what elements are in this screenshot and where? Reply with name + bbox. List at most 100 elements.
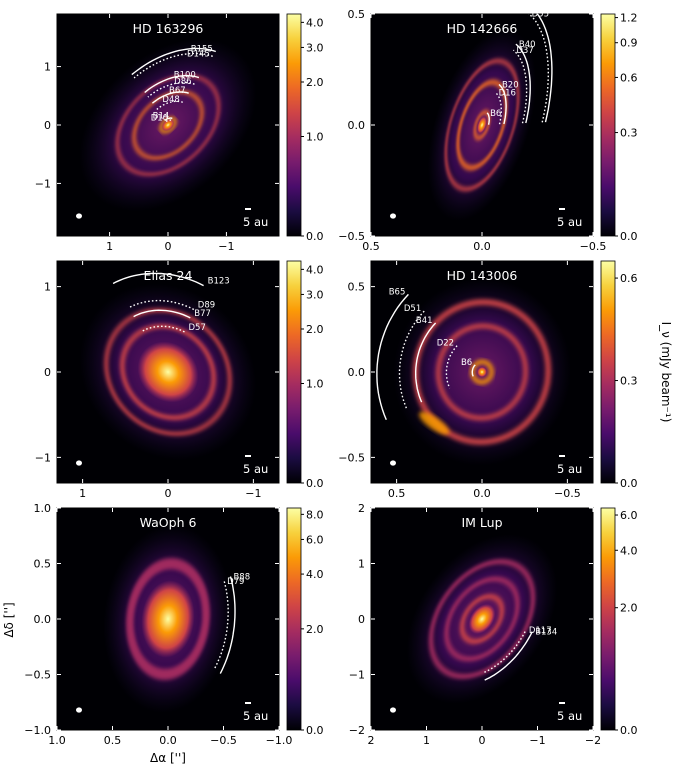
bright-crescent <box>419 411 450 435</box>
feature-arc-d51 <box>398 310 425 410</box>
dust-ring <box>456 79 508 171</box>
feature-arc-d57 <box>142 325 185 333</box>
panel-title: HD 163296 <box>133 21 204 36</box>
feature-label: B77 <box>194 309 211 319</box>
dust-ring <box>444 576 520 662</box>
feature-arc-b88 <box>219 576 236 674</box>
colorbar-label: I_ν (mJy beam⁻¹) <box>659 322 673 423</box>
y-tick-label: 0 <box>44 119 51 132</box>
x-tick-label: 1 <box>79 487 86 500</box>
colorbar-tick-label: 0.0 <box>620 724 638 737</box>
colorbar-tick-label: 0.0 <box>306 724 324 737</box>
x-tick-label: −0.5 <box>554 487 581 500</box>
dust-ring <box>428 559 536 679</box>
beam-ellipse <box>390 213 396 219</box>
panel-hd-143006: HD 143006 B65 D51 B41 D22 B6 5 au 0.5 0.0 −0.5 0.5… <box>338 260 638 500</box>
x-tick-label: 0.0 <box>473 487 491 500</box>
feature-arc-b20 <box>498 84 507 125</box>
feature-label: D48 <box>162 95 179 105</box>
x-tick-label: −1 <box>245 487 261 500</box>
beam-ellipse <box>76 707 82 713</box>
feature-label: B123 <box>208 277 230 287</box>
colorbar <box>286 507 302 731</box>
colorbar-tick-label: 6.0 <box>620 509 638 522</box>
x-tick-label: 0.0 <box>159 734 177 747</box>
y-tick-label: 0.5 <box>348 281 366 294</box>
feature-arc-d16 <box>495 92 502 125</box>
x-tick-label: −1.0 <box>266 734 293 747</box>
dust-ring <box>126 558 210 680</box>
y-tick-label: 1.0 <box>34 502 52 515</box>
colorbar-tick-label: 0.9 <box>620 37 638 50</box>
y-tick-label: −0.5 <box>338 451 365 464</box>
colorbar-tick-label: 4.0 <box>306 16 324 29</box>
feature-label: D55 <box>532 10 549 20</box>
colorbar-tick-label: 4.0 <box>306 263 324 276</box>
feature-label: B134 <box>535 628 557 638</box>
feature-arc-d10 <box>165 119 172 123</box>
dust-ring <box>435 323 529 421</box>
scale-bar-label: 5 au <box>243 709 268 723</box>
y-tick-label: 0.0 <box>348 366 366 379</box>
feature-label: D57 <box>189 323 206 333</box>
feature-label: D79 <box>227 577 244 587</box>
colorbar-tick-label: 0.3 <box>620 375 638 388</box>
dust-ring <box>104 308 232 436</box>
beam-ellipse <box>390 707 396 713</box>
x-tick-label: −0.5 <box>580 240 607 253</box>
x-tick-label: 1.0 <box>48 734 66 747</box>
beam-ellipse <box>390 460 396 466</box>
y-tick-label: 1 <box>358 558 365 571</box>
feature-arc-b155 <box>131 47 217 76</box>
y-tick-label: 0.0 <box>348 119 366 132</box>
panel-title: IM Lup <box>461 515 502 530</box>
y-tick-label: −1 <box>35 451 51 464</box>
beam-ellipse <box>76 213 82 219</box>
panel-title: HD 143006 <box>447 268 518 283</box>
colorbar-tick-label: 1.0 <box>306 131 324 144</box>
disk-core <box>477 366 487 378</box>
y-tick-label: −0.5 <box>338 230 365 243</box>
feature-label: D37 <box>516 46 533 56</box>
y-tick-label: −1 <box>349 669 365 682</box>
x-tick-label: 0.5 <box>388 487 406 500</box>
x-tick-label: 0.5 <box>362 240 380 253</box>
feature-arc-b77 <box>133 309 191 319</box>
disk-core <box>141 580 195 658</box>
y-tick-label: 1 <box>44 281 51 294</box>
colorbar-tick-label: 0.0 <box>306 477 324 490</box>
x-tick-label: 1 <box>106 240 113 253</box>
feature-arc-d86 <box>147 81 195 98</box>
feature-arc-d48 <box>156 100 183 110</box>
feature-arc-b6 <box>486 112 490 125</box>
feature-arc-b67 <box>151 91 189 104</box>
colorbar-tick-label: 0.6 <box>620 272 638 285</box>
y-tick-label: 0.5 <box>348 8 366 21</box>
x-tick-label: 0.5 <box>104 734 122 747</box>
colorbar-tick-label: 0.6 <box>620 71 638 84</box>
x-tick-label: 0 <box>479 734 486 747</box>
feature-label: D22 <box>437 339 454 349</box>
dust-ring <box>459 594 505 644</box>
dust-ring <box>115 74 221 176</box>
colorbar-tick-label: 0.0 <box>620 477 638 490</box>
feature-label: B20 <box>502 81 519 91</box>
feature-label: B14 <box>153 111 170 121</box>
feature-label: B88 <box>233 572 250 582</box>
feature-label: B67 <box>169 86 186 96</box>
scale-bar-label: 5 au <box>557 462 582 476</box>
scale-bar-label: 5 au <box>557 215 582 229</box>
y-tick-label: 1 <box>44 61 51 74</box>
feature-arc-b58 <box>536 14 553 123</box>
colorbar-tick-label: 0.0 <box>306 230 324 243</box>
y-tick-label: −0.5 <box>24 669 51 682</box>
y-tick-label: 2 <box>358 502 365 515</box>
colorbar-tick-label: 0.0 <box>620 230 638 243</box>
feature-label: B6 <box>461 358 472 368</box>
feature-arc-b100 <box>144 74 200 94</box>
feature-arc-b41 <box>415 322 437 403</box>
